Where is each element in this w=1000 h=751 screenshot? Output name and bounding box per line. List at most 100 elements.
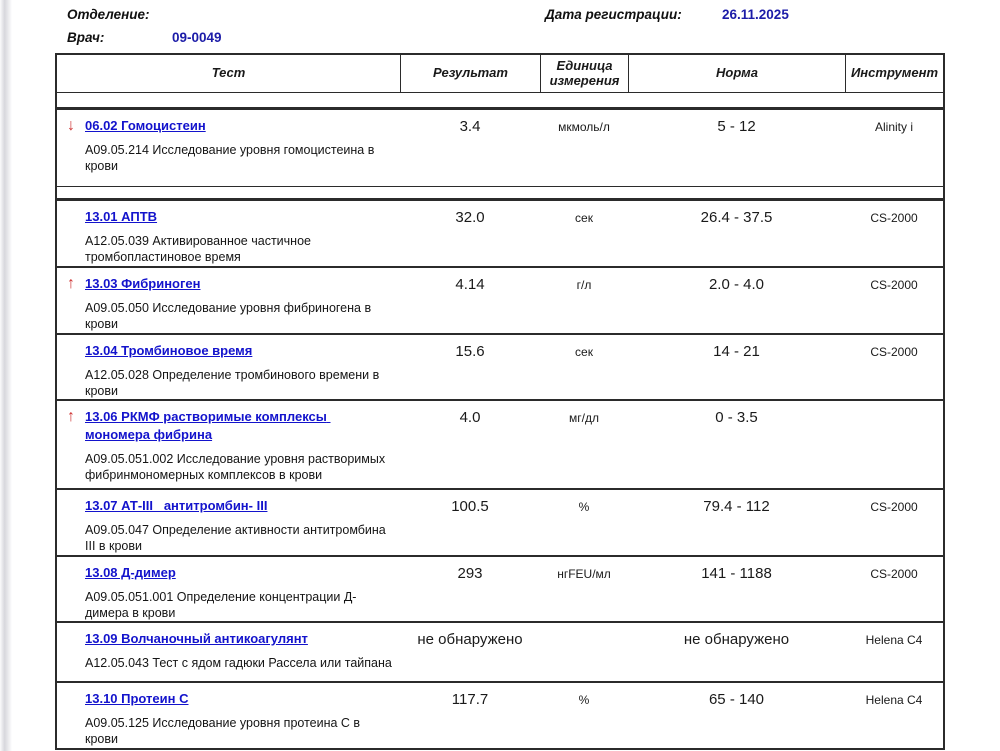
instrument-value: Helena C4	[865, 693, 923, 707]
flag-gutter	[57, 564, 85, 622]
test-description: А09.05.050 Исследование уровня фибриноге…	[85, 301, 372, 332]
test-content: 13.09 Волчаночный антикоагулянт А12.05.0…	[85, 630, 394, 681]
result-value: 100.5	[451, 498, 489, 515]
test-description: А09.05.051.002 Исследование уровня раств…	[85, 452, 386, 483]
unit-value	[540, 623, 628, 681]
table-row: ↓ 06.02 Гомоцистеин А09.05.214 Исследова…	[57, 110, 943, 187]
test-cell: ↑ 13.06 РКМФ растворимые комплексы моном…	[57, 401, 400, 488]
unit-value: %	[578, 500, 590, 514]
norm-range: 79.4 - 112	[703, 498, 770, 515]
flag-gutter	[57, 497, 85, 555]
column-header-norm: Норма	[628, 55, 845, 92]
test-content: 13.04 Тромбиновое время А12.05.028 Опред…	[85, 342, 394, 400]
test-description: А12.05.039 Активированное частичное тром…	[85, 234, 311, 265]
test-name-link[interactable]: 06.02 Гомоцистеин	[85, 118, 206, 133]
test-content: 13.06 РКМФ растворимые комплексы мономер…	[85, 408, 394, 488]
test-description: А09.05.214 Исследование уровня гомоцисте…	[85, 143, 375, 174]
test-content: 13.01 АПТВ А12.05.039 Активированное час…	[85, 208, 394, 266]
flag-gutter	[57, 690, 85, 748]
norm-range: 65 - 140	[708, 691, 765, 708]
test-cell: 13.08 Д-димер А09.05.051.001 Определение…	[57, 557, 400, 622]
column-header-test: Тест	[211, 65, 246, 81]
table-gap-row	[57, 187, 943, 201]
test-content: 13.03 Фибриноген А09.05.050 Исследование…	[85, 275, 394, 333]
department-label: Отделение:	[67, 7, 150, 22]
column-header-result: Результат	[400, 55, 540, 92]
unit-value: %	[578, 693, 590, 707]
result-value: 4.0	[459, 409, 481, 426]
test-description: А09.05.047 Определение активности антитр…	[85, 523, 386, 554]
norm-range: 14 - 21	[713, 342, 760, 360]
unit-value: г/л	[576, 278, 592, 292]
instrument-value	[845, 401, 943, 488]
report-meta: Отделение: Дата регистрации: 26.11.2025 …	[0, 0, 1000, 53]
flag-gutter: ↑	[57, 408, 85, 488]
norm-range: 0 - 3.5	[715, 409, 758, 426]
doctor-label: Врач:	[67, 30, 105, 45]
instrument-value: CS-2000	[870, 211, 918, 225]
test-description: А09.05.125 Исследование уровня протеина …	[85, 716, 361, 747]
table-row: ↑ 13.06 РКМФ растворимые комплексы моном…	[57, 401, 943, 490]
result-value: 3.4	[459, 118, 481, 135]
test-name-link[interactable]: 13.01 АПТВ	[85, 209, 158, 224]
unit-value: нгFEU/мл	[557, 566, 611, 581]
unit-value: мг/дл	[569, 411, 599, 425]
table-row: 13.07 АТ-III антитромбин- III А09.05.047…	[57, 490, 943, 557]
test-content: 13.10 Протеин С А09.05.125 Исследование …	[85, 690, 394, 748]
norm-range: 2.0 - 4.0	[708, 276, 765, 293]
unit-value: сек	[575, 211, 593, 225]
column-header-unit: Единица измерения	[540, 55, 628, 92]
instrument-value: Helena C4	[865, 633, 923, 647]
flag-gutter: ↓	[57, 117, 85, 186]
test-cell: 13.09 Волчаночный антикоагулянт А12.05.0…	[57, 623, 400, 681]
test-content: 06.02 Гомоцистеин А09.05.214 Исследовани…	[85, 117, 394, 186]
test-content: 13.07 АТ-III антитромбин- III А09.05.047…	[85, 497, 394, 555]
table-row: ↑ 13.03 Фибриноген А09.05.050 Исследован…	[57, 268, 943, 335]
column-header-instrument: Инструмент	[845, 55, 943, 92]
page-edge	[0, 0, 12, 751]
test-name-link[interactable]: 13.07 АТ-III антитромбин- III	[85, 498, 268, 513]
test-name-link[interactable]: 13.06 РКМФ растворимые комплексы мономер…	[85, 409, 331, 442]
test-name-link[interactable]: 13.08 Д-димер	[85, 564, 176, 580]
table-row: 13.10 Протеин С А09.05.125 Исследование …	[57, 683, 943, 748]
table-body: ↓ 06.02 Гомоцистеин А09.05.214 Исследова…	[57, 110, 943, 748]
result-value: 4.14	[455, 276, 485, 293]
norm-range: 26.4 - 37.5	[700, 209, 773, 226]
table-row: 13.01 АПТВ А12.05.039 Активированное час…	[57, 201, 943, 268]
test-name-link[interactable]: 13.10 Протеин С	[85, 691, 189, 706]
table-row: 13.09 Волчаночный антикоагулянт А12.05.0…	[57, 623, 943, 683]
test-cell: ↑ 13.03 Фибриноген А09.05.050 Исследован…	[57, 268, 400, 333]
flag-gutter	[57, 630, 85, 681]
arrow-up-icon: ↑	[67, 275, 75, 292]
result-value: не обнаружено	[417, 631, 523, 648]
test-cell: 13.10 Протеин С А09.05.125 Исследование …	[57, 683, 400, 748]
table-header-row: Тест Результат Единица измерения Норма И…	[57, 55, 943, 93]
test-cell: ↓ 06.02 Гомоцистеин А09.05.214 Исследова…	[57, 110, 400, 186]
test-name-link[interactable]: 13.09 Волчаночный антикоагулянт	[85, 631, 308, 646]
instrument-value: CS-2000	[870, 278, 918, 292]
registration-date-label: Дата регистрации:	[545, 7, 682, 22]
norm-range: 141 - 1188	[701, 564, 772, 582]
test-name-link[interactable]: 13.03 Фибриноген	[85, 276, 201, 291]
norm-range: не обнаружено	[683, 631, 790, 648]
arrow-up-icon: ↑	[67, 408, 75, 425]
result-value: 15.6	[455, 342, 485, 360]
table-row: 13.08 Д-димер А09.05.051.001 Определение…	[57, 557, 943, 623]
registration-date-value: 26.11.2025	[722, 7, 789, 22]
flag-gutter: ↑	[57, 275, 85, 333]
flag-gutter	[57, 342, 85, 400]
test-content: 13.08 Д-димер А09.05.051.001 Определение…	[85, 564, 394, 622]
unit-value: мкмоль/л	[558, 120, 610, 134]
table-spacer-row	[57, 93, 943, 110]
test-cell: 13.07 АТ-III антитромбин- III А09.05.047…	[57, 490, 400, 555]
unit-value: сек	[575, 344, 593, 359]
result-value: 32.0	[455, 209, 485, 226]
test-cell: 13.04 Тромбиновое время А12.05.028 Опред…	[57, 335, 400, 400]
test-description: А12.05.028 Определение тромбинового врем…	[85, 367, 380, 398]
result-value: 117.7	[451, 691, 489, 708]
test-description: А09.05.051.001 Определение концентрации …	[85, 589, 357, 620]
test-name-link[interactable]: 13.04 Тромбиновое время	[85, 342, 253, 358]
flag-gutter	[57, 208, 85, 266]
instrument-value: Alinity i	[874, 120, 913, 134]
table-row: 13.04 Тромбиновое время А12.05.028 Опред…	[57, 335, 943, 401]
